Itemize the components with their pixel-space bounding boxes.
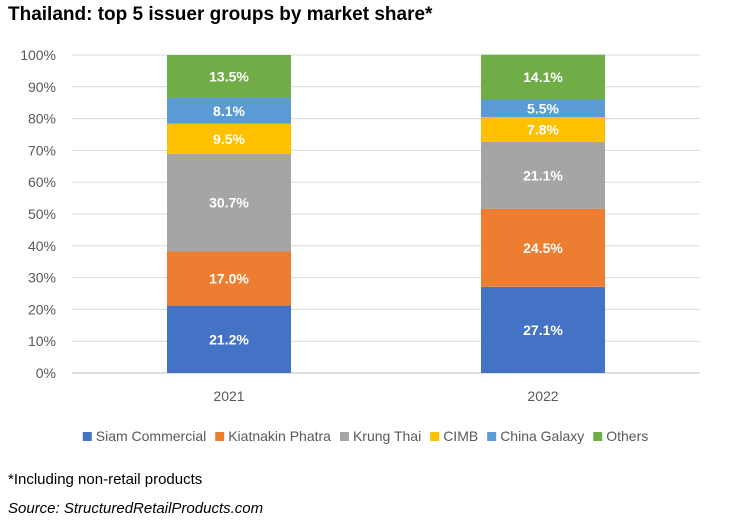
y-tick-label: 30% — [28, 270, 56, 286]
data-label: 8.1% — [213, 103, 245, 119]
legend-item: Kiatnakin Phatra — [215, 428, 331, 444]
bar-segment — [167, 123, 291, 154]
bar-segment — [167, 97, 291, 124]
legend-item: Siam Commercial — [82, 428, 206, 444]
data-label: 17.0% — [209, 271, 249, 287]
y-tick-label: 0% — [36, 365, 56, 381]
legend-item: China Galaxy — [487, 428, 584, 444]
data-label: 24.5% — [523, 240, 563, 256]
bars: 21.2% 17.0% 30.7% 9.5% 8.1% 13.5% 27.1% 24.5% 21… — [167, 54, 605, 373]
legend-swatch — [339, 432, 349, 441]
legend-item: Others — [593, 428, 648, 444]
x-axis: 2021 2022 — [213, 388, 558, 404]
data-label: 5.5% — [527, 100, 559, 116]
data-label: 7.8% — [527, 121, 559, 137]
legend-swatch — [430, 432, 440, 441]
bar-segment — [167, 251, 291, 306]
data-label: 27.1% — [523, 322, 563, 338]
y-tick-label: 50% — [28, 206, 56, 222]
legend-label: Siam Commercial — [96, 428, 206, 444]
bar-segment — [481, 99, 605, 118]
y-axis: 0% 10% 20% 30% 40% 50% 60% 70% 80% 90% 100% — [20, 47, 56, 381]
y-tick-label: 100% — [20, 47, 56, 63]
bar-segment — [481, 286, 605, 373]
legend-swatch — [82, 432, 92, 441]
legend-label: Kiatnakin Phatra — [228, 428, 331, 444]
y-tick-label: 60% — [28, 174, 56, 190]
data-label: 9.5% — [213, 131, 245, 147]
data-label: 14.1% — [523, 69, 563, 85]
y-tick-label: 90% — [28, 79, 56, 95]
legend: Siam Commercial Kiatnakin Phatra Krung Tha… — [82, 428, 648, 444]
bar-segment — [167, 55, 291, 98]
x-tick-label: 2021 — [213, 388, 244, 404]
legend-label: CIMB — [443, 428, 478, 444]
legend-label: China Galaxy — [500, 428, 584, 444]
chart-title: Thailand: top 5 issuer groups by market … — [8, 4, 433, 25]
data-label: 21.1% — [523, 167, 563, 183]
y-tick-label: 20% — [28, 301, 56, 317]
legend-label: Krung Thai — [353, 428, 421, 444]
source-note: Source: StructuredRetailProducts.com — [8, 500, 264, 517]
bar-segment — [481, 208, 605, 287]
y-tick-label: 70% — [28, 142, 56, 158]
data-label: 13.5% — [209, 68, 249, 84]
data-label: 30.7% — [209, 195, 249, 211]
bar-segment — [481, 54, 605, 100]
bar-segment — [167, 305, 291, 373]
data-label: 21.2% — [209, 331, 249, 347]
y-tick-label: 80% — [28, 111, 56, 127]
legend-item: CIMB — [430, 428, 478, 444]
legend-swatch — [215, 432, 225, 441]
legend-swatch — [487, 432, 497, 441]
bar-segment — [481, 141, 605, 209]
bar-segment — [167, 153, 291, 252]
legend-label: Others — [606, 428, 648, 444]
y-tick-label: 40% — [28, 238, 56, 254]
gridlines — [72, 54, 700, 374]
x-tick-label: 2022 — [527, 388, 558, 404]
legend-swatch — [593, 432, 603, 441]
footnote: *Including non-retail products — [8, 471, 203, 488]
bar-segment — [481, 117, 605, 142]
legend-item: Krung Thai — [339, 428, 421, 444]
y-tick-label: 10% — [28, 333, 56, 349]
